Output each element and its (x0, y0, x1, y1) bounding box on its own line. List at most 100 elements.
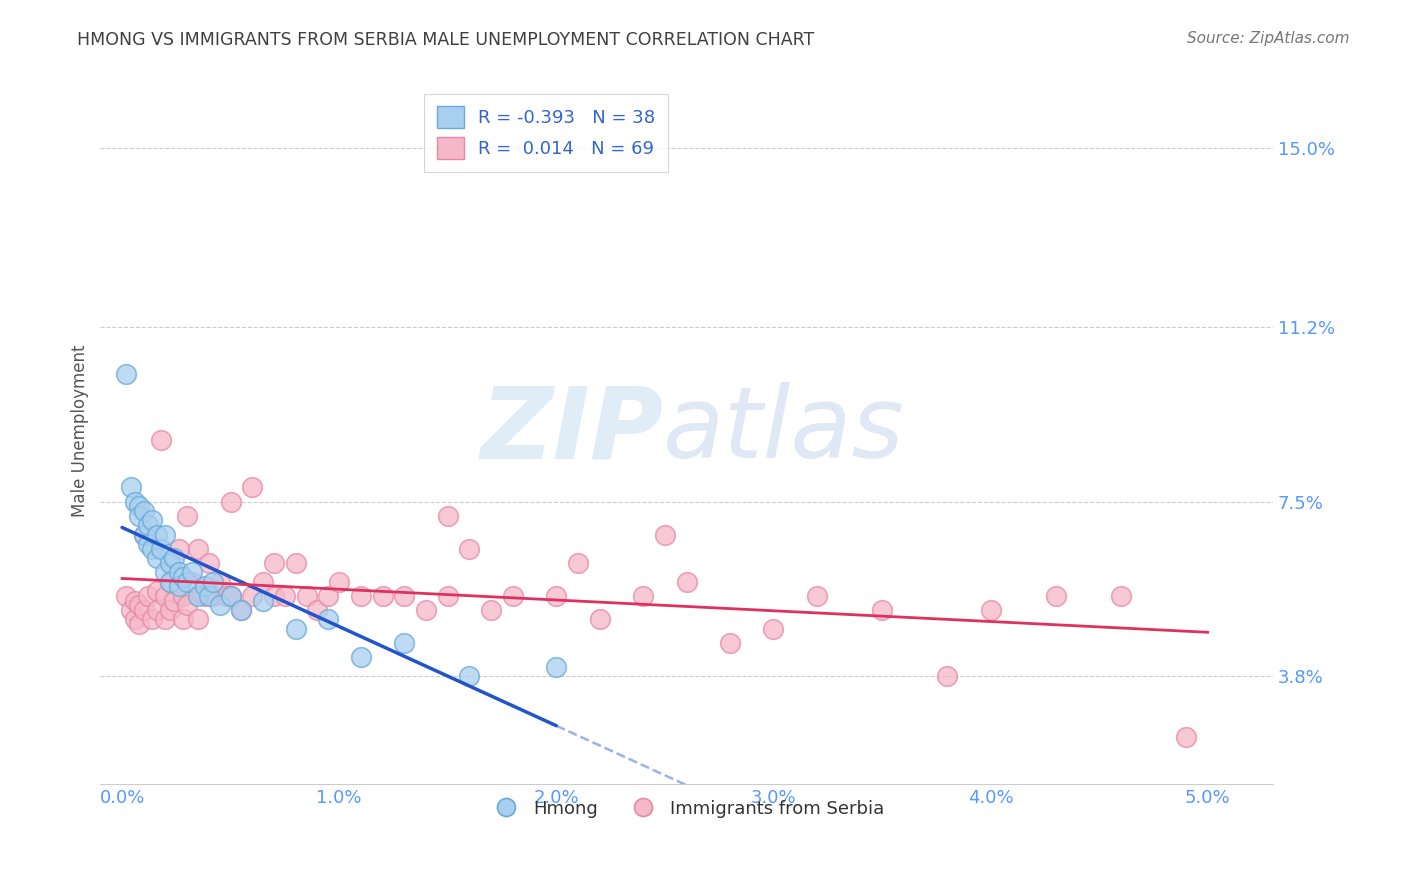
Point (124, 593, 146, 607)
Point (115, 368, 138, 382)
Point (806, 589, 828, 603)
Point (589, 612, 612, 626)
Text: Source: ZipAtlas.com: Source: ZipAtlas.com (1187, 31, 1350, 46)
Point (219, 589, 242, 603)
Point (155, 612, 177, 626)
Point (546, 659, 568, 673)
Point (307, 603, 329, 617)
Point (198, 556, 221, 570)
Point (172, 570, 194, 584)
Point (124, 612, 146, 626)
Point (654, 527, 676, 541)
Point (567, 556, 589, 570)
Text: ZIP: ZIP (479, 383, 664, 479)
Point (120, 481, 142, 495)
Point (180, 574, 202, 589)
Point (128, 500, 150, 514)
Point (371, 589, 394, 603)
Point (436, 508, 458, 523)
Point (146, 584, 169, 599)
Point (231, 603, 253, 617)
Point (328, 574, 350, 589)
Point (252, 574, 274, 589)
Point (231, 603, 253, 617)
Point (128, 617, 150, 632)
Point (167, 566, 190, 580)
Point (187, 541, 209, 556)
Point (176, 574, 198, 589)
Point (159, 556, 181, 570)
Point (979, 603, 1001, 617)
Point (240, 589, 263, 603)
Point (141, 541, 163, 556)
Point (870, 603, 893, 617)
Point (155, 566, 177, 580)
Y-axis label: Male Unemployment: Male Unemployment (72, 344, 89, 517)
Point (546, 589, 568, 603)
Point (155, 589, 177, 603)
Point (150, 541, 173, 556)
Point (240, 481, 263, 495)
Point (936, 669, 959, 683)
Point (284, 622, 307, 636)
Point (198, 589, 221, 603)
Point (394, 589, 416, 603)
Point (159, 574, 181, 589)
Point (146, 527, 169, 541)
Point (252, 593, 274, 607)
Point (718, 636, 741, 650)
Point (136, 589, 159, 603)
Point (193, 589, 215, 603)
Point (132, 504, 155, 518)
Point (350, 589, 373, 603)
Point (163, 551, 186, 566)
Point (318, 589, 340, 603)
Point (124, 494, 146, 508)
Point (762, 622, 785, 636)
Point (146, 603, 169, 617)
Point (141, 514, 163, 528)
Point (263, 556, 285, 570)
Point (295, 589, 318, 603)
Point (128, 599, 150, 613)
Point (136, 518, 159, 533)
Point (167, 541, 190, 556)
Legend: Hmong, Immigrants from Serbia: Hmong, Immigrants from Serbia (481, 792, 891, 825)
Point (187, 589, 209, 603)
Point (180, 566, 202, 580)
Point (215, 589, 238, 603)
Point (208, 574, 231, 589)
Point (187, 612, 209, 626)
Point (208, 599, 231, 613)
Point (132, 603, 155, 617)
Point (167, 579, 190, 593)
Point (176, 508, 198, 523)
Point (172, 589, 194, 603)
Point (458, 541, 481, 556)
Point (458, 669, 481, 683)
Point (502, 589, 524, 603)
Point (219, 494, 242, 508)
Text: HMONG VS IMMIGRANTS FROM SERBIA MALE UNEMPLOYMENT CORRELATION CHART: HMONG VS IMMIGRANTS FROM SERBIA MALE UNE… (77, 31, 814, 49)
Point (415, 603, 437, 617)
Point (136, 537, 159, 551)
Point (318, 612, 340, 626)
Point (350, 650, 373, 665)
Point (141, 612, 163, 626)
Point (436, 589, 458, 603)
Point (176, 599, 198, 613)
Point (631, 589, 654, 603)
Point (132, 527, 155, 541)
Point (675, 574, 697, 589)
Point (172, 612, 194, 626)
Point (219, 589, 242, 603)
Point (1045, 589, 1067, 603)
Point (394, 636, 416, 650)
Text: atlas: atlas (664, 383, 904, 479)
Point (274, 589, 297, 603)
Point (115, 589, 138, 603)
Point (159, 603, 181, 617)
Point (159, 574, 181, 589)
Point (1174, 731, 1197, 745)
Point (163, 593, 186, 607)
